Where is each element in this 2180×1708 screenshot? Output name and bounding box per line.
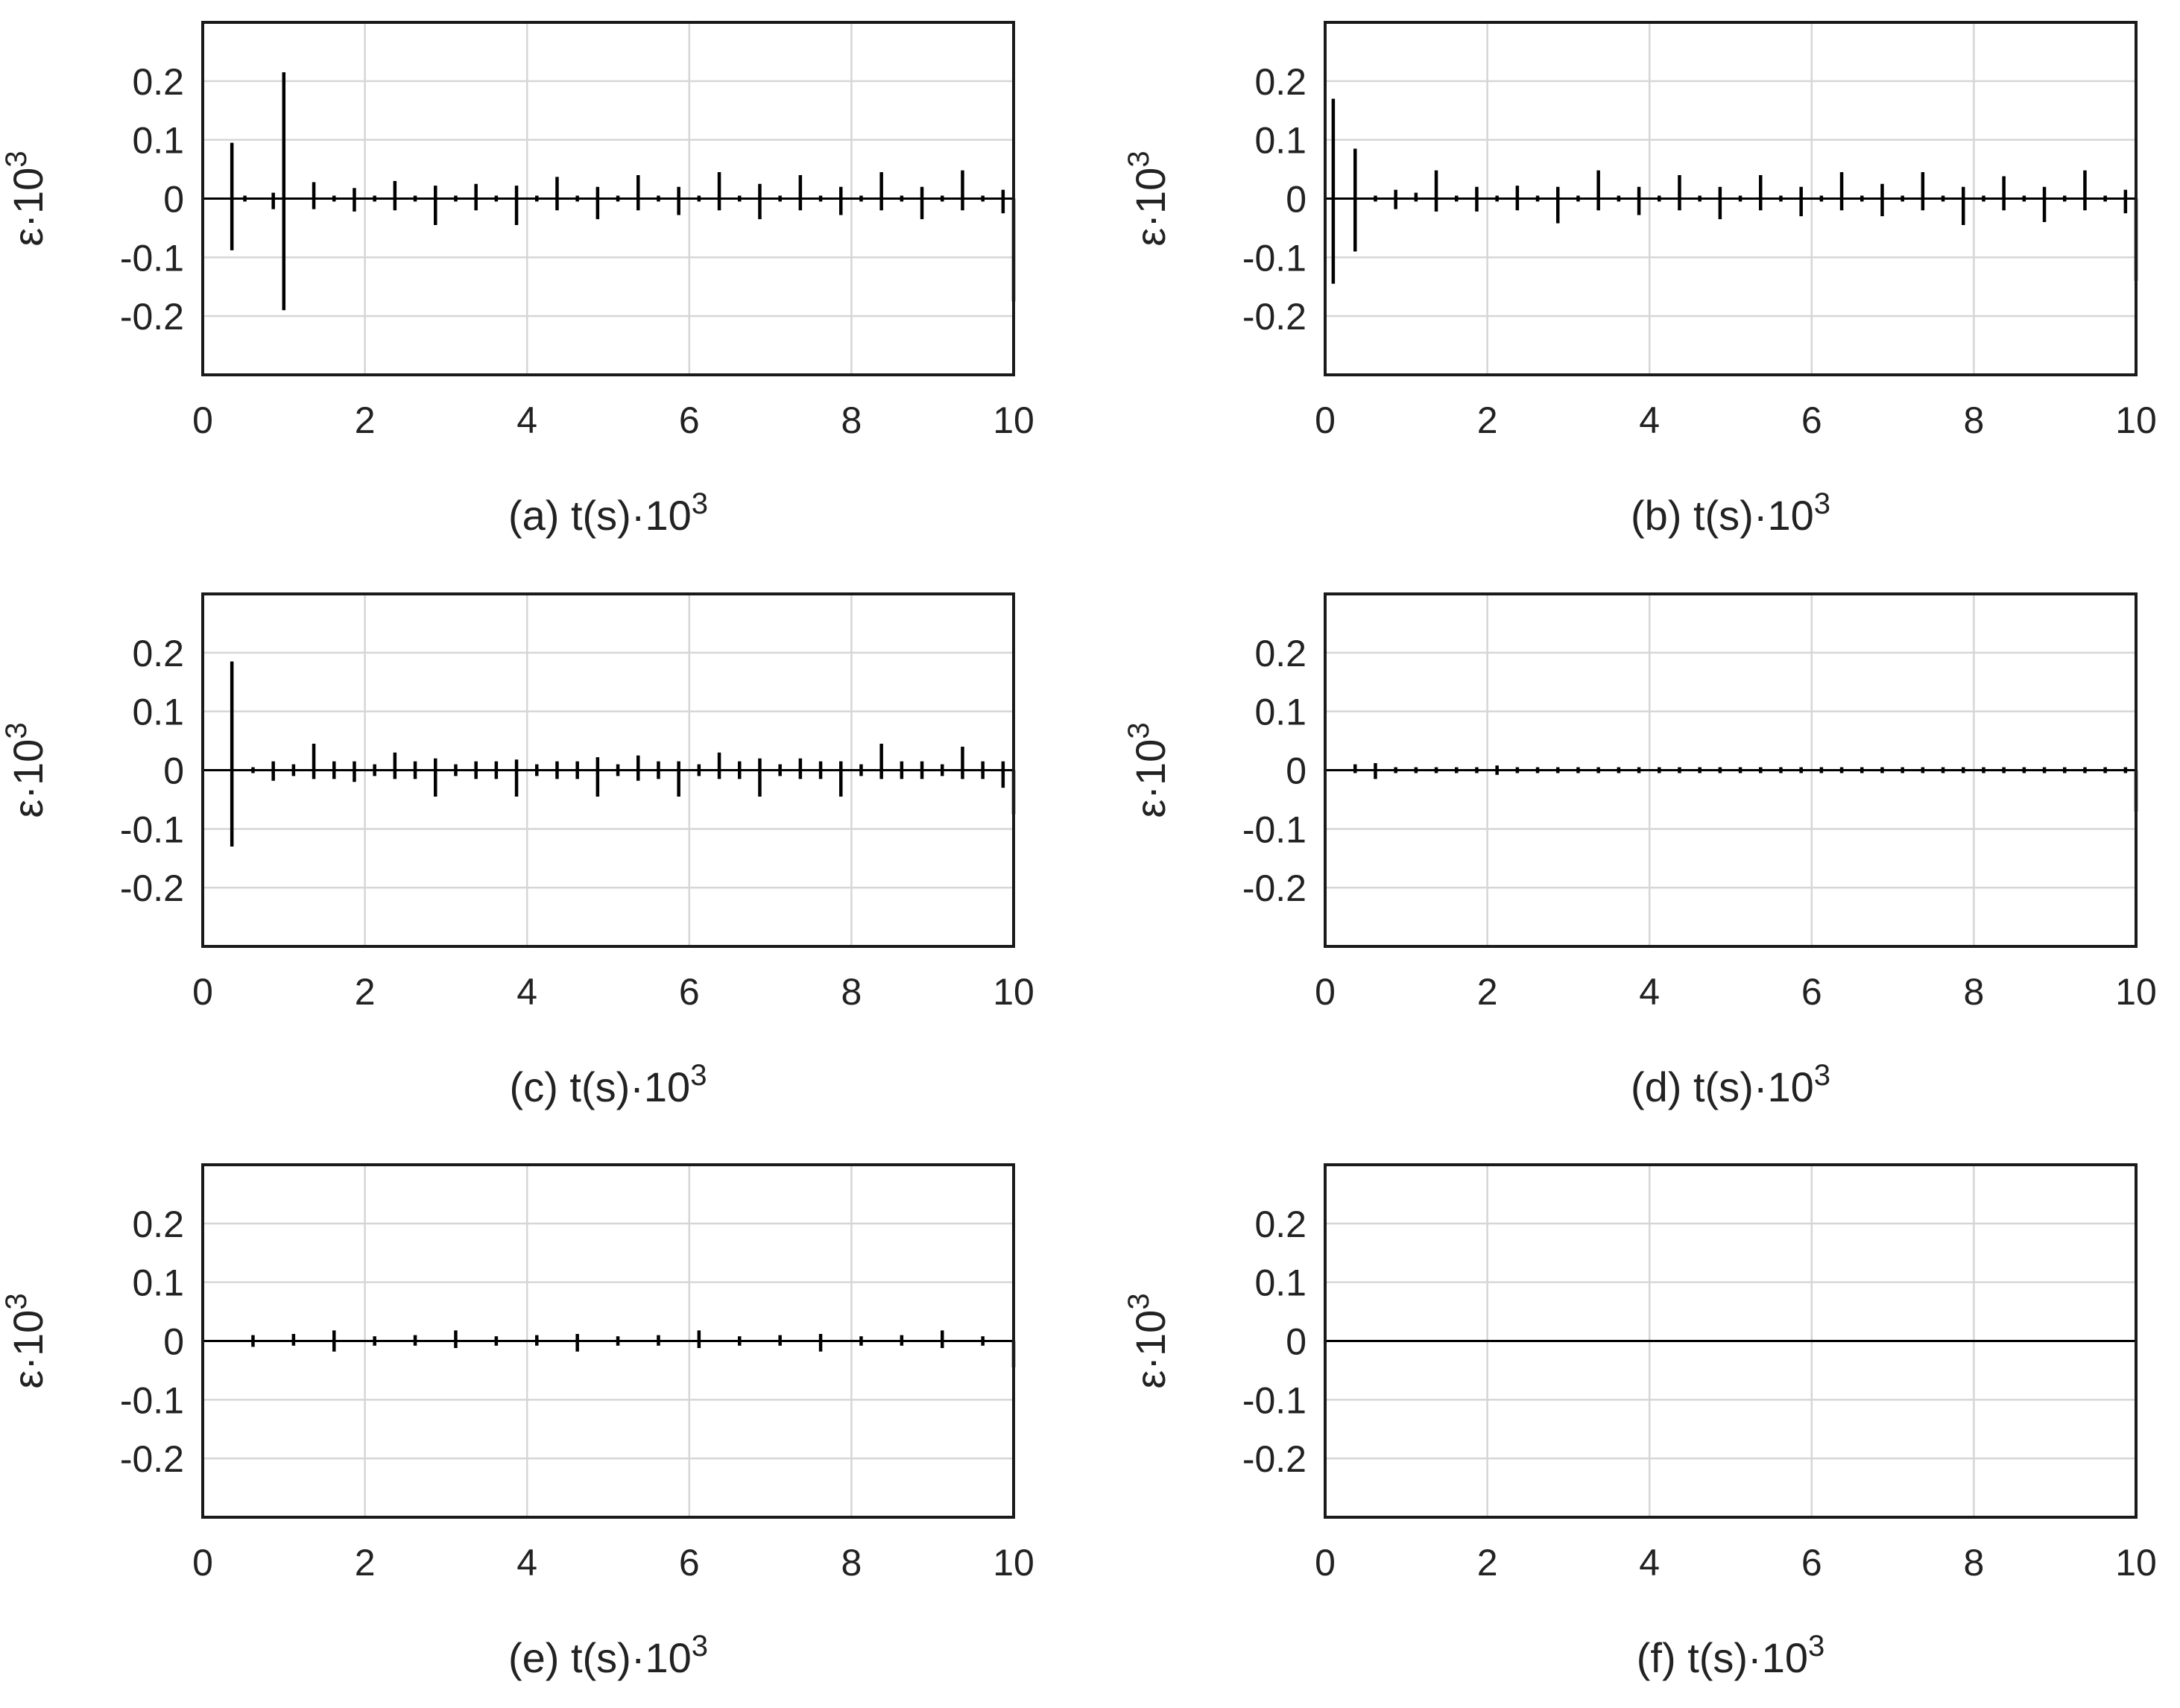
y-tick-label: 0.1 — [1254, 120, 1307, 162]
y-axis-label: ε·103 — [1122, 151, 1174, 246]
y-tick-label: -0.2 — [120, 1438, 184, 1480]
y-tick-label: -0.2 — [1242, 296, 1307, 338]
x-tick-label: 6 — [1801, 971, 1822, 1013]
x-tick-label: 2 — [1477, 399, 1498, 441]
y-tick-label: 0 — [1286, 750, 1307, 792]
y-tick-label: -0.2 — [1242, 1438, 1307, 1480]
x-tick-label: 10 — [2115, 399, 2157, 441]
x-tick-label: 2 — [1477, 971, 1498, 1013]
x-tick-label: 6 — [679, 971, 700, 1013]
x-tick-label: 4 — [1639, 971, 1660, 1013]
x-tick-label: 10 — [993, 1542, 1034, 1584]
y-tick-label: -0.2 — [120, 296, 184, 338]
x-axis-label: (e) t(s)·103 — [508, 1630, 708, 1681]
y-axis-label: ε·103 — [1122, 722, 1174, 817]
y-axis-label: ε·103 — [0, 151, 51, 246]
x-tick-label: 8 — [1963, 399, 1984, 441]
chart-panel-2: 0 2 4 6 8 10 0.2 0.1 0 -0.1 -0.2 ε·103 (b) t(s)·103 — [1122, 21, 2157, 539]
y-tick-label: 0.2 — [132, 633, 184, 674]
chart-panel-3: 0 2 4 6 8 10 0.2 0.1 0 -0.1 -0.2 ε·103 (c) t(s)·103 — [0, 592, 1034, 1110]
y-tick-label: 0.1 — [132, 692, 184, 733]
x-tick-label: 0 — [1315, 399, 1336, 441]
x-tick-label: 2 — [355, 971, 376, 1013]
y-tick-label: 0 — [163, 1321, 184, 1363]
x-tick-label: 0 — [192, 1542, 213, 1584]
y-axis-label: ε·103 — [0, 1293, 51, 1388]
y-tick-label: 0 — [163, 179, 184, 221]
x-axis-label: (d) t(s)·103 — [1631, 1059, 1830, 1110]
y-tick-label: -0.1 — [1242, 237, 1307, 279]
axes-frame — [201, 592, 1015, 948]
chart-panel-6: 0 2 4 6 8 10 0.2 0.1 0 -0.1 -0.2 ε·103 (f) t(s)·103 — [1122, 1163, 2157, 1681]
y-tick-label: 0.2 — [1254, 633, 1307, 674]
y-tick-label: -0.1 — [120, 809, 184, 850]
x-tick-label: 4 — [1639, 399, 1660, 441]
y-tick-label: -0.1 — [120, 1379, 184, 1421]
y-tick-label: 0.2 — [132, 61, 184, 103]
x-tick-label: 0 — [1315, 1542, 1336, 1584]
x-tick-label: 4 — [516, 971, 537, 1013]
chart-panel-5: 0 2 4 6 8 10 0.2 0.1 0 -0.1 -0.2 ε·103 (e) t(s)·103 — [0, 1163, 1034, 1681]
x-tick-label: 6 — [679, 1542, 700, 1584]
x-axis-label: (f) t(s)·103 — [1637, 1630, 1824, 1681]
x-axis-label: (b) t(s)·103 — [1631, 487, 1830, 539]
y-axis-label: ε·103 — [0, 722, 51, 817]
chart-panel-1: 0 2 4 6 8 10 0.2 0.1 0 -0.1 -0.2 ε·103 (a) t(s)·103 — [0, 21, 1034, 539]
x-tick-label: 10 — [2115, 971, 2157, 1013]
axes-frame — [1324, 21, 2138, 376]
x-tick-label: 8 — [841, 1542, 862, 1584]
y-tick-label: 0 — [163, 750, 184, 792]
x-tick-label: 0 — [192, 971, 213, 1013]
x-tick-label: 6 — [1801, 399, 1822, 441]
x-tick-label: 6 — [679, 399, 700, 441]
y-tick-label: 0.1 — [132, 120, 184, 162]
x-tick-label: 4 — [516, 1542, 537, 1584]
y-tick-label: -0.1 — [1242, 809, 1307, 850]
axes-frame — [1324, 592, 2138, 948]
chart-panel-4: 0 2 4 6 8 10 0.2 0.1 0 -0.1 -0.2 ε·103 (d) t(s)·103 — [1122, 592, 2157, 1110]
y-tick-label: 0 — [1286, 1321, 1307, 1363]
y-tick-label: -0.2 — [120, 867, 184, 909]
y-tick-label: -0.1 — [120, 237, 184, 279]
y-tick-label: 0.2 — [1254, 1203, 1307, 1245]
x-tick-label: 8 — [1963, 1542, 1984, 1584]
y-tick-label: 0.1 — [1254, 692, 1307, 733]
x-tick-label: 6 — [1801, 1542, 1822, 1584]
y-tick-label: -0.1 — [1242, 1379, 1307, 1421]
x-tick-label: 2 — [1477, 1542, 1498, 1584]
axes-frame — [201, 1163, 1015, 1519]
x-tick-label: 8 — [841, 399, 862, 441]
x-tick-label: 2 — [355, 1542, 376, 1584]
axes-frame — [201, 21, 1015, 376]
x-tick-label: 8 — [1963, 971, 1984, 1013]
x-tick-label: 2 — [355, 399, 376, 441]
x-tick-label: 0 — [192, 399, 213, 441]
x-tick-label: 10 — [993, 399, 1034, 441]
x-tick-label: 4 — [516, 399, 537, 441]
y-tick-label: -0.2 — [1242, 867, 1307, 909]
x-axis-label: (c) t(s)·103 — [510, 1059, 707, 1110]
y-tick-label: 0 — [1286, 179, 1307, 221]
x-tick-label: 10 — [2115, 1542, 2157, 1584]
x-tick-label: 8 — [841, 971, 862, 1013]
y-tick-label: 0.1 — [132, 1262, 184, 1304]
y-tick-label: 0.2 — [1254, 61, 1307, 103]
x-tick-label: 4 — [1639, 1542, 1660, 1584]
axes-frame — [1324, 1163, 2138, 1519]
y-tick-label: 0.1 — [1254, 1262, 1307, 1304]
y-tick-label: 0.2 — [132, 1203, 184, 1245]
x-tick-label: 10 — [993, 971, 1034, 1013]
x-tick-label: 0 — [1315, 971, 1336, 1013]
y-axis-label: ε·103 — [1122, 1293, 1174, 1388]
x-axis-label: (a) t(s)·103 — [508, 487, 708, 539]
